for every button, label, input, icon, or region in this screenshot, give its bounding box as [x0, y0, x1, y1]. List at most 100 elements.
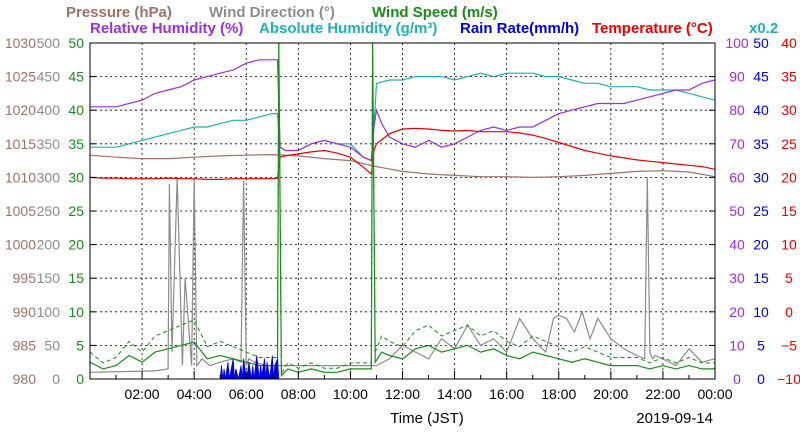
tick-layer: 02:00 04:00 06:00 08:00 10:00 12:00 14:00 16:00… — [5, 35, 800, 402]
y-tick-label-rh: 60 — [729, 169, 745, 185]
y-tick-label-pressure: 1030 — [5, 35, 36, 51]
y-tick-label-rain: 10 — [753, 304, 769, 320]
y-tick-label-wind-speed: 30 — [68, 169, 84, 185]
x-tick-label: 10:00 — [333, 386, 368, 402]
y-tick-label-temp: 5 — [785, 270, 793, 286]
series-wind-gust — [89, 42, 715, 376]
series-wind-dir — [89, 177, 716, 373]
y-tick-label-rain: 25 — [753, 203, 769, 219]
y-tick-label-pressure: 1005 — [5, 203, 36, 219]
y-tick-label-pressure: 1020 — [5, 102, 36, 118]
y-tick-label-wind-dir: 0 — [52, 371, 60, 387]
x-tick-label: 22:00 — [645, 386, 680, 402]
y-tick-label-rh: 20 — [729, 304, 745, 320]
y-tick-label-wind-speed: 20 — [68, 237, 84, 253]
y-tick-label-wind-dir: 450 — [37, 69, 61, 85]
y-tick-label-temp: −5 — [781, 337, 797, 353]
y-tick-label-temp: 25 — [781, 136, 797, 152]
y-tick-label-rh: 10 — [729, 337, 745, 353]
y-tick-label-rain: 30 — [753, 169, 769, 185]
x-tick-label: 18:00 — [541, 386, 576, 402]
y-tick-label-pressure: 1010 — [5, 169, 36, 185]
x-tick-label: 20:00 — [593, 386, 628, 402]
y-tick-label-rh: 70 — [729, 136, 745, 152]
y-tick-label-temp: 35 — [781, 69, 797, 85]
y-tick-label-temp: 10 — [781, 237, 797, 253]
x-tick-label: 02:00 — [125, 386, 160, 402]
series-pressure — [89, 153, 716, 179]
x-tick-label: 00:00 — [697, 386, 732, 402]
y-tick-label-pressure: 990 — [13, 304, 37, 320]
y-tick-label-rain: 50 — [753, 35, 769, 51]
y-tick-label-wind-dir: 100 — [37, 304, 61, 320]
grid — [90, 43, 715, 379]
y-tick-label-temp: −10 — [777, 371, 800, 387]
x-tick-label: 14:00 — [437, 386, 472, 402]
y-tick-label-wind-speed: 35 — [68, 136, 84, 152]
y-tick-label-temp: 20 — [781, 169, 797, 185]
y-tick-label-rain: 35 — [753, 136, 769, 152]
y-tick-label-wind-dir: 50 — [44, 337, 60, 353]
y-tick-label-wind-speed: 5 — [76, 337, 84, 353]
y-tick-label-pressure: 1015 — [5, 136, 36, 152]
series-temp — [89, 127, 716, 180]
x-tick-label: 12:00 — [385, 386, 420, 402]
y-tick-label-wind-dir: 500 — [37, 35, 61, 51]
y-tick-label-rh: 50 — [729, 203, 745, 219]
legend-wind-speed: Wind Speed (m/s) — [372, 4, 498, 21]
legend-absolute-humidity: Absolute Humidity (g/m³) — [259, 20, 437, 37]
y-tick-label-wind-speed: 40 — [68, 102, 84, 118]
y-tick-label-rain: 40 — [753, 102, 769, 118]
legend-pressure: Pressure (hPa) — [66, 4, 172, 21]
legend-rain-rate: Rain Rate(mm/h) — [460, 20, 579, 37]
y-tick-label-wind-speed: 15 — [68, 270, 84, 286]
x-tick-label: 16:00 — [489, 386, 524, 402]
y-tick-label-rain: 45 — [753, 69, 769, 85]
y-tick-label-wind-speed: 10 — [68, 304, 84, 320]
y-tick-label-wind-speed: 45 — [68, 69, 84, 85]
y-tick-label-wind-dir: 300 — [37, 169, 61, 185]
y-tick-label-wind-dir: 400 — [37, 102, 61, 118]
x-tick-label: 08:00 — [281, 386, 316, 402]
y-tick-label-pressure: 1000 — [5, 237, 36, 253]
legend-wind-direction: Wind Direction (°) — [209, 4, 335, 21]
series-rain-rate — [90, 355, 715, 380]
series-ah — [90, 72, 716, 162]
y-tick-label-wind-dir: 350 — [37, 136, 61, 152]
y-tick-label-pressure: 985 — [13, 337, 37, 353]
series-layer — [89, 42, 716, 380]
y-tick-label-rain: 5 — [757, 337, 765, 353]
date-label: 2019-09-14 — [636, 410, 713, 427]
y-tick-label-rh: 0 — [733, 371, 741, 387]
y-tick-label-wind-speed: 50 — [68, 35, 84, 51]
series-wind-speed — [89, 42, 715, 378]
x-tick-label: 04:00 — [177, 386, 212, 402]
legend-ah-scale-note: x0.2 — [749, 20, 778, 37]
y-tick-label-wind-speed: 0 — [76, 371, 84, 387]
y-tick-label-rh: 80 — [729, 102, 745, 118]
y-tick-label-rain: 20 — [753, 237, 769, 253]
y-tick-label-pressure: 1025 — [5, 69, 36, 85]
series-rh — [90, 59, 716, 162]
y-tick-label-temp: 15 — [781, 203, 797, 219]
y-tick-label-temp: 40 — [781, 35, 797, 51]
legend-relative-humidity: Relative Humidity (%) — [90, 20, 243, 37]
y-tick-label-wind-speed: 25 — [68, 203, 84, 219]
y-tick-label-pressure: 995 — [13, 270, 37, 286]
x-tick-label: 06:00 — [229, 386, 264, 402]
y-tick-label-wind-dir: 200 — [37, 237, 61, 253]
y-tick-label-pressure: 980 — [13, 371, 37, 387]
y-tick-label-rain: 15 — [753, 270, 769, 286]
y-tick-label-temp: 30 — [781, 102, 797, 118]
y-tick-label-wind-dir: 250 — [37, 203, 61, 219]
x-axis-title: Time (JST) — [390, 410, 464, 427]
y-tick-label-rh: 30 — [729, 270, 745, 286]
y-tick-label-rh: 90 — [729, 69, 745, 85]
y-tick-label-rain: 0 — [757, 371, 765, 387]
legend-temperature: Temperature (°C) — [592, 20, 713, 37]
y-tick-label-temp: 0 — [785, 304, 793, 320]
y-tick-label-wind-dir: 150 — [37, 270, 61, 286]
y-tick-label-rh: 40 — [729, 237, 745, 253]
y-tick-label-rh: 100 — [725, 35, 749, 51]
